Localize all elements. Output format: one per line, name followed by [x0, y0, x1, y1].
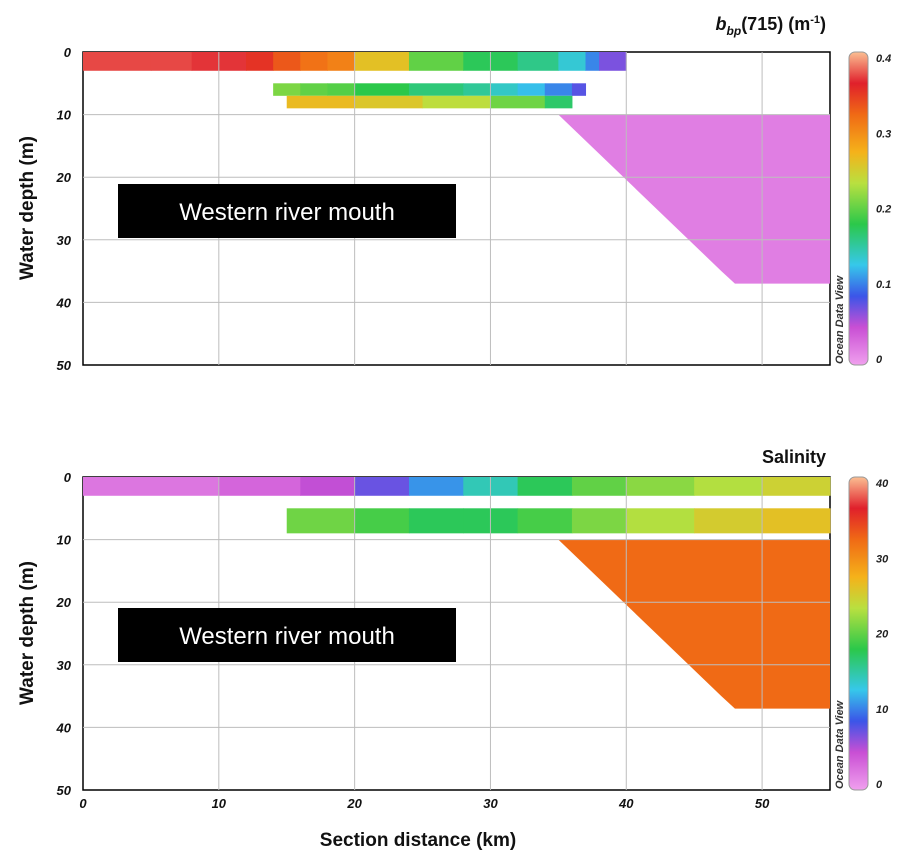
x-tick-label: 40	[618, 796, 634, 811]
colorbar-watermark: Ocean Data View	[834, 699, 846, 789]
annotation-box: Western river mouth	[118, 608, 456, 662]
colorbar-tick-label: 0.3	[876, 128, 891, 140]
colorbar-tick-label: 0.2	[876, 204, 891, 216]
y-tick-label: 10	[57, 533, 72, 548]
data-cell	[490, 83, 519, 96]
data-cell	[694, 508, 763, 534]
data-cell	[558, 52, 587, 71]
data-cell	[150, 52, 193, 71]
data-cell	[422, 95, 491, 109]
data-cell	[286, 508, 356, 534]
x-tick-label: 20	[346, 796, 362, 811]
colorbar-tick-label: 20	[875, 629, 889, 641]
y-tick-label: 50	[57, 783, 72, 798]
data-cell	[354, 52, 410, 71]
data-cell	[694, 477, 763, 496]
colorbar-watermark: Ocean Data View	[834, 274, 846, 364]
data-cell	[599, 52, 627, 71]
colorbar-tick-label: 30	[876, 553, 889, 565]
data-cell	[517, 477, 573, 496]
panel-salinity: 0 10 20 30 40 50 0 10 20 30 40 50 Western river mo…	[17, 447, 889, 851]
data-cell	[83, 477, 220, 496]
data-cell	[408, 83, 464, 96]
y-axis-label: Water depth (m)	[17, 561, 38, 705]
data-cell	[571, 83, 587, 96]
data-cell	[626, 508, 695, 534]
data-cell	[408, 508, 464, 534]
data-cell	[327, 52, 356, 71]
data-cell	[544, 83, 573, 96]
data-cell	[273, 83, 301, 96]
colorbar-title: Salinity	[762, 447, 826, 467]
grid-lines	[83, 52, 830, 365]
data-cell	[327, 83, 356, 96]
data-cell	[245, 52, 274, 71]
colorbar: 40 30 20 10 0 Ocean Data View	[834, 476, 889, 791]
y-tick-label: 30	[57, 233, 72, 248]
heatmap-layers	[83, 477, 831, 534]
data-cell	[517, 508, 573, 534]
data-cell	[300, 52, 328, 71]
y-tick-label: 0	[64, 45, 72, 60]
colorbar: 0.4 0.3 0.2 0.1 0 Ocean Data View	[834, 51, 891, 366]
data-cell	[273, 52, 301, 71]
data-cell	[218, 477, 301, 496]
x-tick-label: 0	[79, 796, 87, 811]
data-cell	[585, 52, 600, 71]
colorbar-title: bbp(715) (m-1)	[716, 14, 826, 38]
y-tick-label: 40	[56, 295, 72, 310]
colorbar-ticks: 40 30 20 10 0	[875, 478, 889, 791]
data-cell	[300, 477, 356, 496]
annotation-box: Western river mouth	[118, 184, 456, 238]
colorbar-tick-label: 10	[876, 704, 889, 716]
y-tick-label: 40	[56, 720, 72, 735]
colorbar-tick-label: 0	[876, 779, 883, 791]
x-tick-label: 30	[483, 796, 498, 811]
data-cell	[354, 508, 410, 534]
colorbar-tick-label: 40	[875, 478, 889, 490]
y-tick-label: 30	[57, 658, 72, 673]
data-cell	[490, 95, 546, 109]
annotation-label: Western river mouth	[179, 199, 395, 226]
data-cell	[286, 95, 356, 109]
panel-bbp: 0 10 20 30 40 50 Western river mouth Water de…	[17, 14, 891, 373]
data-cell	[408, 52, 464, 71]
y-ticks: 0 10 20 30 40 50	[56, 45, 72, 373]
colorbar-tick-label: 0.4	[876, 53, 891, 65]
colorbar-tick-label: 0.1	[876, 279, 891, 291]
data-cell	[762, 508, 831, 534]
data-cell	[517, 52, 559, 71]
y-tick-label: 0	[64, 470, 72, 485]
y-ticks: 0 10 20 30 40 50	[56, 470, 72, 798]
x-tick-label: 10	[212, 796, 227, 811]
x-axis-label: Section distance (km)	[320, 830, 516, 851]
y-tick-label: 20	[56, 595, 72, 610]
x-tick-label: 50	[755, 796, 770, 811]
data-cell	[354, 83, 410, 96]
y-tick-label: 20	[56, 170, 72, 185]
data-cell	[463, 83, 491, 96]
y-tick-label: 10	[57, 108, 72, 123]
data-cell	[544, 95, 573, 109]
annotation-label: Western river mouth	[179, 623, 395, 650]
data-cell	[354, 95, 424, 109]
x-ticks: 0 10 20 30 40 50	[79, 796, 770, 811]
colorbar-tick-label: 0	[876, 354, 883, 366]
heatmap-layers	[83, 52, 627, 109]
data-cell	[571, 508, 627, 534]
data-cell	[83, 52, 152, 71]
colorbar-ticks: 0.4 0.3 0.2 0.1 0	[876, 53, 891, 366]
y-tick-label: 50	[57, 358, 72, 373]
data-cell	[626, 477, 695, 496]
data-cell	[762, 477, 831, 496]
data-cell	[300, 83, 328, 96]
data-cell	[517, 83, 546, 96]
data-cell	[354, 477, 410, 496]
data-cell	[571, 477, 627, 496]
data-cell	[408, 477, 464, 496]
y-axis-label: Water depth (m)	[17, 136, 38, 280]
